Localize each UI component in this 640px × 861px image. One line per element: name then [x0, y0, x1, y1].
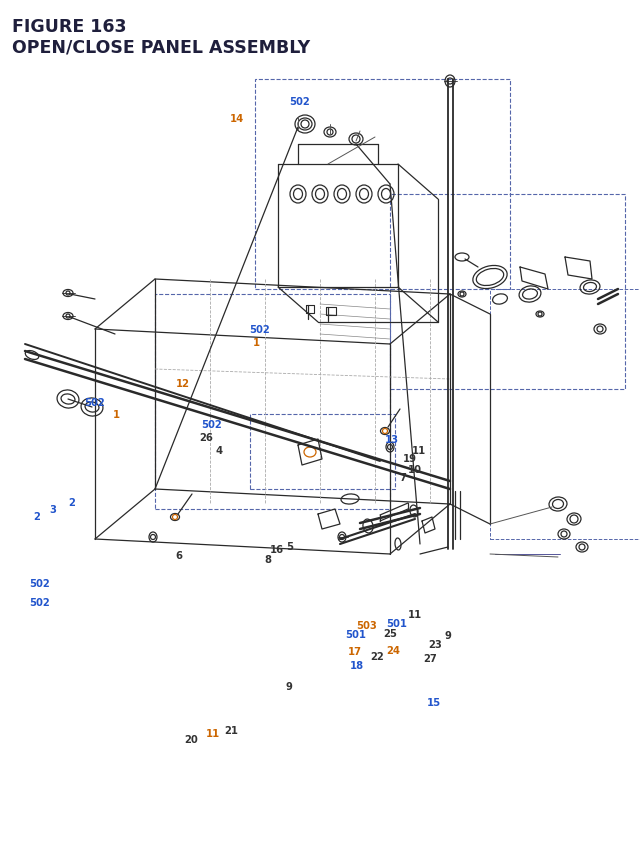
Text: 26: 26: [199, 432, 213, 443]
Text: 20: 20: [184, 734, 198, 744]
Text: 23: 23: [428, 639, 442, 649]
Bar: [390, 195, 625, 389]
Text: 7: 7: [400, 473, 406, 483]
Bar: [155, 294, 390, 510]
Text: 11: 11: [206, 728, 220, 739]
Text: 502: 502: [29, 579, 50, 589]
Text: 21: 21: [225, 725, 239, 735]
Text: 12: 12: [175, 379, 189, 389]
Text: 6: 6: [176, 550, 182, 561]
Text: 2: 2: [68, 498, 75, 508]
Text: 17: 17: [348, 646, 362, 656]
Bar: [490, 289, 640, 539]
Text: 24: 24: [387, 645, 401, 655]
Bar: [255, 80, 510, 289]
Text: 19: 19: [403, 453, 417, 463]
Text: 25: 25: [383, 629, 397, 639]
Text: 503: 503: [356, 620, 377, 630]
Bar: [250, 414, 395, 489]
Text: 502: 502: [84, 398, 105, 408]
Text: 501: 501: [387, 618, 407, 629]
Text: 3: 3: [50, 505, 56, 515]
Text: 502: 502: [29, 598, 50, 608]
Text: 11: 11: [408, 610, 422, 620]
Text: 502: 502: [289, 96, 310, 107]
Text: 13: 13: [385, 434, 399, 444]
Text: 4: 4: [215, 445, 223, 455]
Text: 27: 27: [423, 653, 437, 664]
Text: 1: 1: [113, 410, 120, 420]
Text: 18: 18: [350, 660, 364, 671]
Text: 1: 1: [252, 338, 260, 348]
Text: 2: 2: [34, 511, 40, 522]
Text: 22: 22: [370, 651, 384, 661]
Text: 16: 16: [269, 544, 284, 554]
Text: 502: 502: [249, 325, 269, 335]
Text: FIGURE 163: FIGURE 163: [12, 18, 127, 36]
Text: 501: 501: [345, 629, 365, 640]
Text: 14: 14: [230, 114, 244, 124]
Text: 11: 11: [412, 445, 426, 455]
Text: OPEN/CLOSE PANEL ASSEMBLY: OPEN/CLOSE PANEL ASSEMBLY: [12, 38, 310, 56]
Text: 15: 15: [427, 697, 441, 707]
Text: 5: 5: [286, 542, 292, 552]
Text: 9: 9: [286, 681, 292, 691]
Text: 502: 502: [201, 419, 221, 430]
Text: 8: 8: [264, 554, 271, 565]
Text: 10: 10: [408, 464, 422, 474]
Text: 9: 9: [445, 630, 451, 641]
